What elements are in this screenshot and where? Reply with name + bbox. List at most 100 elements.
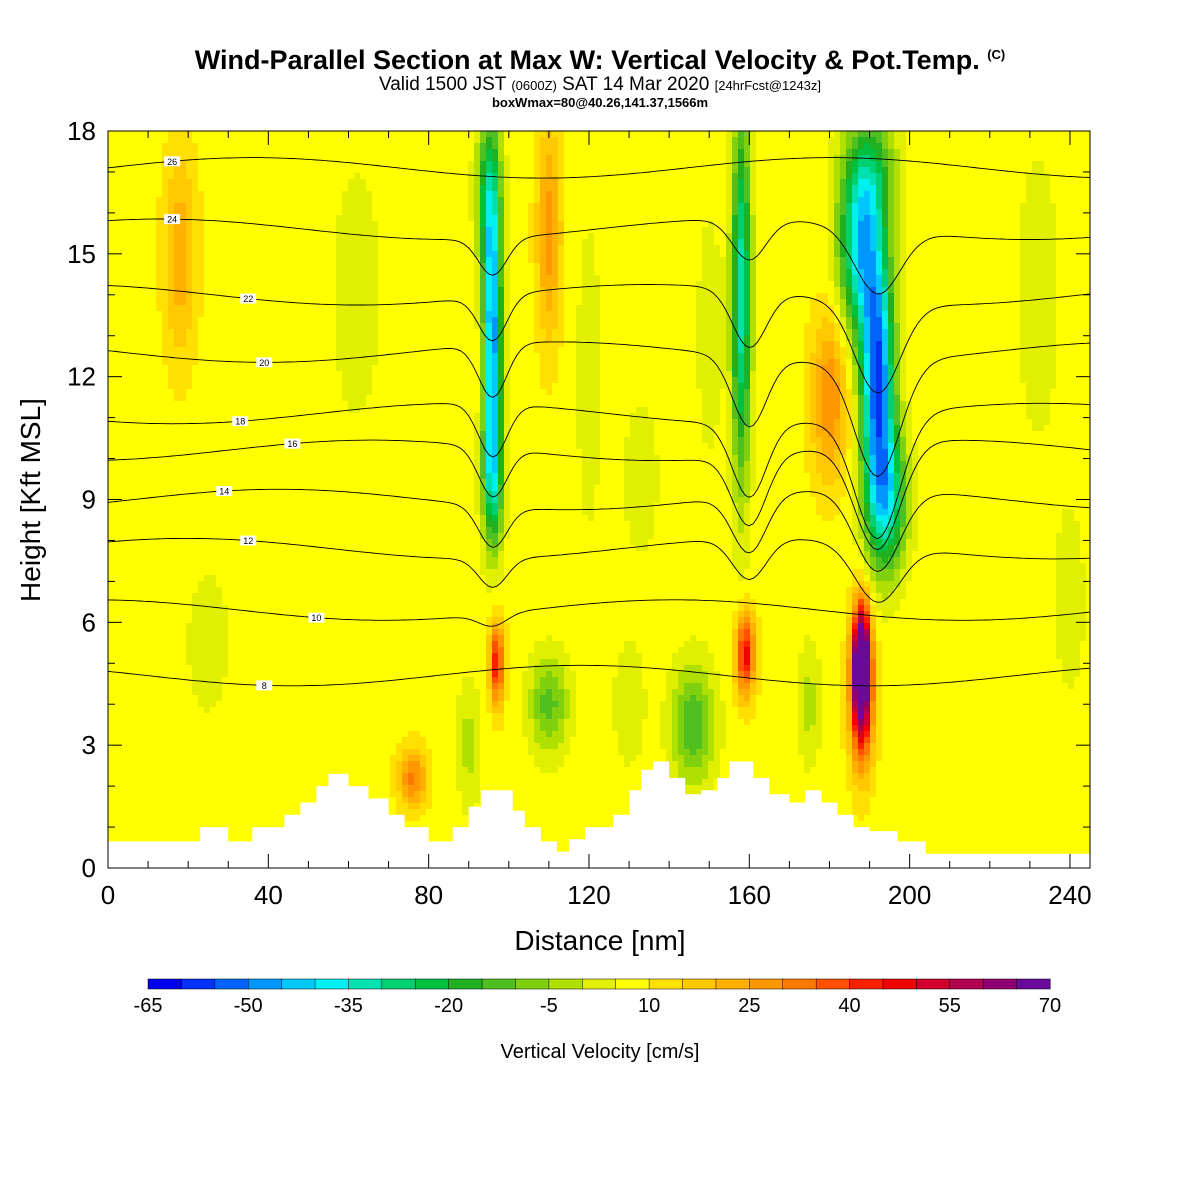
heatmap-cell — [834, 287, 840, 293]
heatmap-cell — [318, 269, 324, 275]
heatmap-cell — [708, 233, 714, 239]
heatmap-cell — [834, 293, 840, 299]
heatmap-cell — [426, 287, 432, 293]
heatmap-cell — [420, 245, 426, 251]
heatmap-cell — [420, 173, 426, 179]
heatmap-cell — [558, 275, 564, 281]
heatmap-cell — [204, 269, 210, 275]
heatmap-cell — [798, 131, 804, 137]
heatmap-cell — [978, 131, 984, 137]
heatmap-cell — [402, 275, 408, 281]
heatmap-cell — [948, 299, 954, 305]
heatmap-cell — [864, 167, 870, 173]
heatmap-cell — [1074, 245, 1080, 251]
heatmap-cell — [942, 239, 948, 245]
heatmap-cell — [366, 143, 372, 149]
heatmap-cell — [282, 239, 288, 245]
heatmap-cell — [618, 287, 624, 293]
heatmap-cell — [528, 215, 534, 221]
heatmap-cell — [780, 287, 786, 293]
heatmap-cell — [828, 239, 834, 245]
heatmap-cell — [552, 149, 558, 155]
heatmap-cell — [636, 203, 642, 209]
heatmap-cell — [792, 191, 798, 197]
heatmap-cell — [228, 269, 234, 275]
heatmap-cell — [786, 197, 792, 203]
heatmap-cell — [438, 155, 444, 161]
heatmap-cell — [696, 287, 702, 293]
heatmap-cell — [534, 143, 540, 149]
heatmap-cell — [864, 209, 870, 215]
heatmap-cell — [312, 203, 318, 209]
heatmap-cell — [654, 191, 660, 197]
heatmap-cell — [738, 251, 744, 257]
heatmap-cell — [438, 287, 444, 293]
heatmap-cell — [132, 233, 138, 239]
heatmap-cell — [372, 149, 378, 155]
heatmap-cell — [360, 137, 366, 143]
heatmap-cell — [450, 263, 456, 269]
heatmap-cell — [672, 215, 678, 221]
heatmap-cell — [756, 233, 762, 239]
heatmap-cell — [708, 227, 714, 233]
heatmap-cell — [714, 149, 720, 155]
heatmap-cell — [240, 251, 246, 257]
heatmap-cell — [144, 143, 150, 149]
heatmap-cell — [138, 149, 144, 155]
heatmap-cell — [540, 131, 546, 137]
heatmap-cell — [858, 305, 864, 311]
heatmap-cell — [606, 245, 612, 251]
heatmap-cell — [408, 263, 414, 269]
heatmap-cell — [462, 275, 468, 281]
heatmap-cell — [162, 239, 168, 245]
heatmap-cell — [222, 179, 228, 185]
heatmap-cell — [1038, 263, 1044, 269]
heatmap-cell — [132, 221, 138, 227]
heatmap-cell — [666, 209, 672, 215]
heatmap-cell — [444, 245, 450, 251]
heatmap-cell — [252, 287, 258, 293]
heatmap-cell — [492, 233, 498, 239]
heatmap-cell — [1074, 149, 1080, 155]
heatmap-cell — [366, 305, 372, 311]
heatmap-cell — [900, 179, 906, 185]
heatmap-cell — [744, 299, 750, 305]
heatmap-cell — [876, 173, 882, 179]
heatmap-cell — [1020, 245, 1026, 251]
heatmap-cell — [288, 269, 294, 275]
heatmap-cell — [900, 239, 906, 245]
heatmap-cell — [1056, 149, 1062, 155]
heatmap-cell — [228, 233, 234, 239]
heatmap-cell — [318, 137, 324, 143]
heatmap-cell — [732, 131, 738, 137]
heatmap-cell — [564, 245, 570, 251]
heatmap-cell — [690, 305, 696, 311]
heatmap-cell — [996, 215, 1002, 221]
heatmap-cell — [678, 245, 684, 251]
heatmap-cell — [576, 191, 582, 197]
heatmap-cell — [486, 239, 492, 245]
heatmap-cell — [1056, 191, 1062, 197]
heatmap-cell — [582, 155, 588, 161]
heatmap-cell — [882, 143, 888, 149]
heatmap-cell — [522, 185, 528, 191]
heatmap-cell — [732, 293, 738, 299]
heatmap-cell — [588, 287, 594, 293]
heatmap-cell — [450, 269, 456, 275]
heatmap-cell — [384, 263, 390, 269]
heatmap-cell — [936, 173, 942, 179]
heatmap-cell — [396, 191, 402, 197]
heatmap-cell — [750, 293, 756, 299]
heatmap-cell — [438, 137, 444, 143]
heatmap-cell — [294, 185, 300, 191]
heatmap-cell — [966, 281, 972, 287]
heatmap-cell — [312, 251, 318, 257]
heatmap-cell — [192, 143, 198, 149]
heatmap-cell — [996, 275, 1002, 281]
heatmap-cell — [876, 131, 882, 137]
heatmap-cell — [912, 245, 918, 251]
heatmap-cell — [1008, 191, 1014, 197]
heatmap-cell — [714, 137, 720, 143]
heatmap-cell — [666, 293, 672, 299]
heatmap-cell — [240, 209, 246, 215]
